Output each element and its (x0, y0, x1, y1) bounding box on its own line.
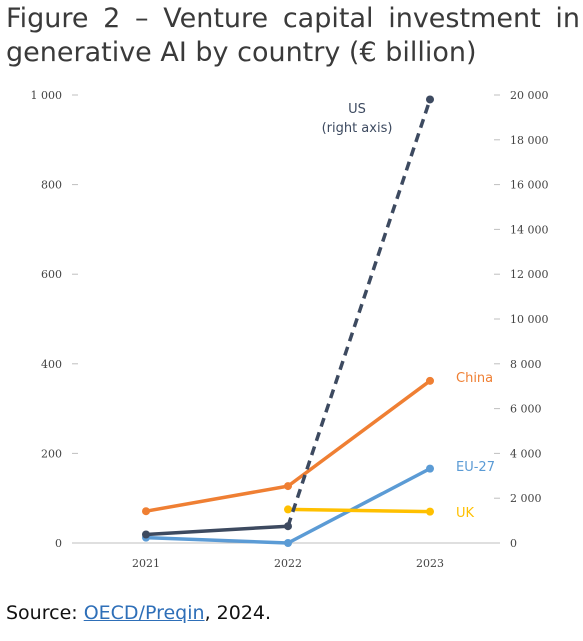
series-eu-27-point (284, 539, 292, 547)
right-axis-tick-label: 8 000 (510, 358, 542, 371)
x-axis: 2021 2022 2023 (75, 542, 497, 570)
series-label-eu-27: EU-27 (456, 460, 495, 475)
right-axis-tick-label: 18 000 (510, 134, 549, 147)
source-link[interactable]: OECD/Preqin (83, 602, 205, 624)
left-axis-tick-label: 0 (55, 537, 62, 550)
source-suffix: , 2024. (204, 602, 272, 624)
page-title: Figure 2 – Venture capital investment in… (6, 3, 580, 68)
x-axis-tick-label: 2022 (274, 557, 302, 570)
series-china-point (284, 482, 292, 491)
series-us-point (284, 522, 292, 531)
series-labels: US (right axis) China EU-27 UK (322, 102, 495, 521)
series-china-point (142, 507, 150, 516)
right-axis-tick-label: 0 (510, 537, 517, 550)
series-uk-point (284, 505, 292, 514)
series-us-point (426, 95, 434, 104)
left-axis-tick-label: 800 (41, 179, 62, 192)
right-axis-tick-label: 16 000 (510, 179, 549, 192)
series-eu-27-point (426, 464, 434, 473)
series-uk-line (287, 507, 431, 514)
x-axis-tick-label: 2021 (132, 557, 160, 570)
series-us-line-dashed (286, 98, 432, 527)
right-axis-tick-label: 4 000 (510, 447, 542, 460)
left-axis-tick-label: 600 (41, 268, 62, 281)
series-us-line-solid (144, 524, 290, 537)
line-chart: 0 200 400 600 800 1 000 0 2 000 4 000 6 000 8 000… (31, 89, 549, 570)
source-prefix: Source: (6, 602, 84, 624)
series-us-point (142, 530, 150, 539)
right-axis-tick-label: 2 000 (510, 492, 542, 505)
series-uk-point (426, 507, 434, 516)
right-axis: 0 2 000 4 000 6 000 8 000 10 000 12 000 14 000 1… (494, 89, 549, 550)
right-axis-tick-label: 6 000 (510, 403, 542, 416)
right-axis-tick-label: 12 000 (510, 268, 549, 281)
x-axis-tick-label: 2023 (416, 557, 444, 570)
series-label-us-note: (right axis) (322, 121, 393, 136)
series-label-uk: UK (456, 506, 475, 521)
right-axis-tick-label: 14 000 (510, 223, 549, 236)
left-axis-tick-label: 400 (41, 358, 62, 371)
right-axis-tick-label: 10 000 (510, 313, 549, 326)
source-note: Source: OECD/Preqin, 2024. (6, 602, 271, 624)
left-axis: 0 200 400 600 800 1 000 (31, 89, 78, 550)
series-label-china: China (456, 371, 493, 386)
series-china-point (426, 376, 434, 385)
left-axis-tick-label: 200 (41, 447, 62, 460)
left-axis-tick-label: 1 000 (31, 89, 63, 102)
series-layer (142, 95, 434, 547)
series-label-us: US (348, 102, 366, 117)
right-axis-tick-label: 20 000 (510, 89, 549, 102)
